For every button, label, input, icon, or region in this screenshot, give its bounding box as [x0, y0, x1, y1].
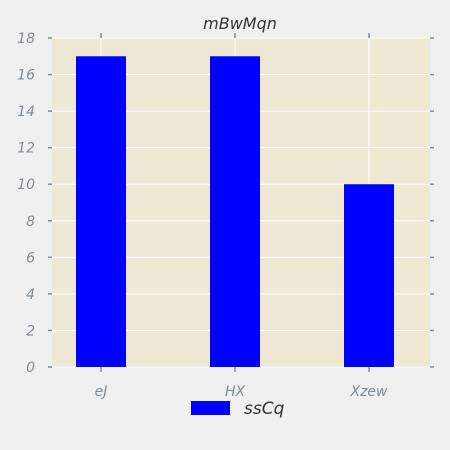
x-tick-label: Xzew	[349, 384, 388, 400]
x-tick-labels: eJ HX Xzew	[95, 384, 388, 400]
y-tick-label: 18	[17, 31, 35, 47]
bar-Xzew	[344, 184, 394, 367]
bar-eJ	[76, 56, 126, 368]
y-tick-label: 10	[17, 177, 35, 193]
y-tick-label: 6	[26, 250, 35, 266]
x-tick-label: HX	[225, 384, 246, 400]
y-tick-label: 16	[17, 68, 35, 84]
legend: ssCq	[191, 399, 285, 419]
legend-swatch	[191, 401, 230, 415]
axis-ticks	[48, 33, 434, 372]
y-tick-label: 12	[17, 141, 35, 157]
y-tick-labels: 0 2 4 6 8 10 12 14 16 18	[17, 31, 35, 376]
y-tick-label: 4	[26, 287, 35, 303]
y-tick-label: 2	[26, 323, 35, 339]
bars	[76, 56, 394, 368]
bar-HX	[210, 56, 260, 368]
chart-title: mBwMqn	[203, 14, 277, 33]
x-tick-label: eJ	[95, 384, 108, 400]
y-tick-label: 8	[26, 214, 35, 230]
y-tick-label: 0	[26, 360, 35, 376]
y-tick-label: 14	[17, 104, 35, 120]
legend-label: ssCq	[244, 399, 285, 419]
